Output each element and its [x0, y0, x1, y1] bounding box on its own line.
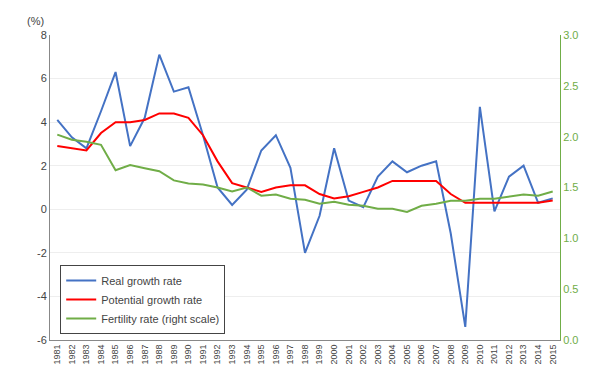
- svg-text:2011: 2011: [489, 345, 499, 364]
- svg-text:3.0: 3.0: [563, 29, 578, 41]
- svg-text:1986: 1986: [125, 345, 135, 365]
- svg-text:-6: -6: [37, 334, 47, 346]
- svg-text:1996: 1996: [271, 345, 281, 365]
- svg-text:2005: 2005: [402, 345, 412, 365]
- svg-text:1988: 1988: [154, 345, 164, 365]
- svg-text:1993: 1993: [227, 345, 237, 365]
- svg-text:Potential growth rate: Potential growth rate: [101, 294, 202, 306]
- svg-text:2009: 2009: [460, 345, 470, 365]
- svg-text:2000: 2000: [329, 345, 339, 365]
- svg-text:2: 2: [41, 160, 47, 172]
- svg-text:0.5: 0.5: [563, 283, 578, 295]
- svg-text:(%): (%): [27, 15, 44, 27]
- svg-text:1997: 1997: [285, 345, 295, 365]
- svg-text:1989: 1989: [169, 345, 179, 365]
- svg-text:2015: 2015: [548, 345, 558, 365]
- svg-text:2012: 2012: [504, 345, 514, 365]
- svg-text:1.5: 1.5: [563, 181, 578, 193]
- svg-text:1991: 1991: [198, 345, 208, 365]
- svg-text:Fertility rate (right scale): Fertility rate (right scale): [101, 313, 219, 325]
- svg-text:1985: 1985: [110, 345, 120, 365]
- svg-text:0: 0: [41, 203, 47, 215]
- svg-text:1998: 1998: [300, 345, 310, 365]
- svg-text:2003: 2003: [373, 345, 383, 365]
- svg-text:Real growth rate: Real growth rate: [101, 275, 182, 287]
- svg-text:1983: 1983: [81, 345, 91, 365]
- svg-text:1982: 1982: [67, 345, 77, 365]
- svg-text:2.5: 2.5: [563, 80, 578, 92]
- svg-text:1981: 1981: [52, 345, 62, 365]
- svg-text:2.0: 2.0: [563, 131, 578, 143]
- svg-text:4: 4: [41, 116, 47, 128]
- svg-text:2014: 2014: [533, 345, 543, 365]
- svg-text:1999: 1999: [314, 345, 324, 365]
- svg-text:1995: 1995: [256, 345, 266, 365]
- svg-text:2006: 2006: [416, 345, 426, 365]
- svg-text:2004: 2004: [387, 345, 397, 365]
- svg-text:2008: 2008: [446, 345, 456, 365]
- svg-text:1987: 1987: [140, 345, 150, 365]
- svg-text:-4: -4: [37, 290, 47, 302]
- svg-text:2007: 2007: [431, 345, 441, 365]
- svg-text:6: 6: [41, 72, 47, 84]
- svg-text:2002: 2002: [358, 345, 368, 365]
- svg-text:1990: 1990: [183, 345, 193, 365]
- svg-text:2010: 2010: [475, 345, 485, 365]
- svg-text:1.0: 1.0: [563, 232, 578, 244]
- svg-text:1984: 1984: [96, 345, 106, 365]
- svg-text:1992: 1992: [212, 345, 222, 365]
- svg-text:1994: 1994: [242, 345, 252, 365]
- svg-text:2001: 2001: [344, 345, 354, 365]
- svg-text:8: 8: [41, 29, 47, 41]
- svg-text:-2: -2: [37, 247, 47, 259]
- svg-text:2013: 2013: [518, 345, 528, 365]
- svg-text:0.0: 0.0: [563, 334, 578, 346]
